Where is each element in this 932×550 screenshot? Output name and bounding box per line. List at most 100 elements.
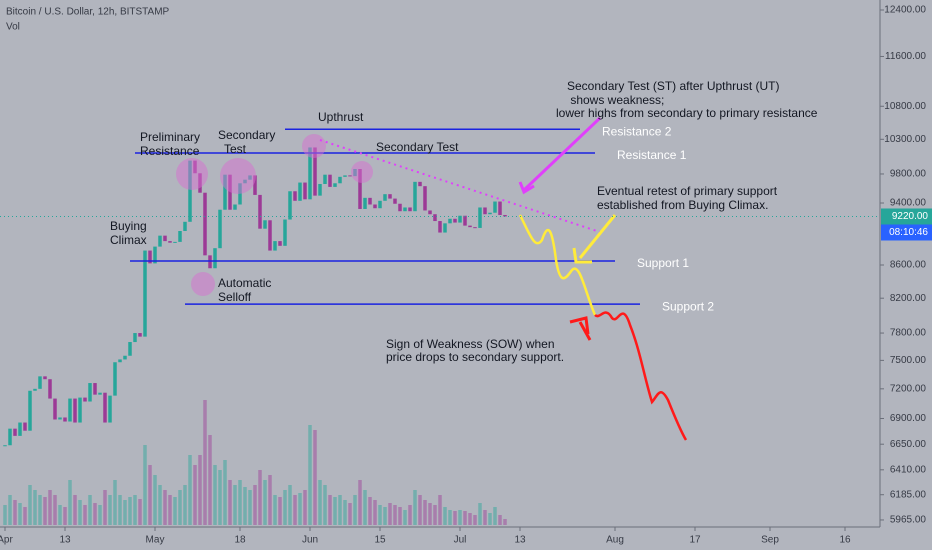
x-tick-label: Sep [761,535,779,546]
candle [58,417,62,420]
candle [493,201,497,213]
candle [328,174,332,187]
candle [348,175,352,177]
volume-bar [463,511,467,525]
volume-bar [488,513,492,525]
annotation: Buying [110,219,147,233]
candle [298,182,302,201]
volume-bar [318,480,322,525]
volume-bar [343,500,347,525]
volume-bar [173,497,177,525]
candle [448,218,452,224]
annotation: shows weakness; [567,93,664,107]
volume-bar [453,511,457,525]
y-tick-label: 9400.00 [890,198,927,209]
candle [503,214,507,217]
candle [218,209,222,249]
volume-bar [333,497,337,525]
y-tick-label: 7500.00 [890,355,927,366]
candle [368,197,372,205]
volume-bar [73,495,77,525]
x-tick-label: May [146,535,165,546]
volume-bar [313,430,317,525]
volume-bar [208,435,212,525]
highlight-circle [302,134,326,158]
annotation: lower highs from secondary to primary re… [556,106,818,120]
candle [293,191,297,201]
annotation: Upthrust [318,110,364,124]
volume-bar [93,503,97,525]
volume-bar [108,495,112,525]
volume-bar [458,510,462,525]
candle [273,241,277,251]
volume-bar [398,507,402,525]
volume-bar [438,495,442,525]
volume-bar [503,519,507,525]
candle [403,207,407,212]
candle [73,398,77,423]
volume-bar [148,465,152,525]
volume-bar [243,487,247,525]
volume-bar [218,470,222,525]
volume-bar [18,503,22,525]
volume-bar [303,490,307,525]
candle [153,246,157,264]
candle [278,241,282,246]
y-tick-label: 8600.00 [890,260,927,271]
projection-path [518,214,597,316]
volume-bar [58,505,62,525]
volume-bar [53,495,57,525]
annotation: Secondary Test (ST) after Upthrust (UT) [567,79,780,93]
volume-bar [493,507,497,525]
y-tick-label: 6410.00 [890,464,927,475]
annotation-shapes [176,116,688,441]
candle [288,191,292,220]
candle [148,250,152,264]
candle [423,186,427,211]
volume-bar [348,503,352,525]
annotation: Sign of Weakness (SOW) when [386,337,555,351]
volume-bar [353,495,357,525]
candle [453,218,457,223]
arrow-head [518,181,535,195]
annotation: Eventual retest of primary support [597,184,778,198]
candle [378,200,382,209]
candle [123,355,127,360]
candle [8,428,12,446]
level-layer: Resistance 2 Resistance 1 Support 1 Support… [130,124,714,313]
volume-bar [13,500,17,525]
volume-bar [28,485,32,525]
candle [128,342,132,356]
volume-bar [258,470,262,525]
candle [343,175,347,177]
volume-bar [418,495,422,525]
candle [53,398,57,420]
candle [228,174,232,210]
volume-bar [203,400,207,525]
volume-bar [448,510,452,525]
volume-bar [178,490,182,525]
candle [398,203,402,212]
annotation: Selloff [218,290,252,304]
candle [318,184,322,196]
volume-bar [233,485,237,525]
volume-bar [498,515,502,525]
highlight-circle [191,272,215,296]
volume-bar [363,490,367,525]
volume-bar [183,485,187,525]
volume-bar [478,503,482,525]
volume-bar [238,480,242,525]
candle [13,428,17,436]
highlight-circle [351,161,373,183]
x-tick-label: Apr [0,535,13,546]
volume-bar [228,480,232,525]
x-tick-label: 13 [514,535,526,546]
candle [373,204,377,209]
volume-bar [3,505,7,525]
candle [163,235,167,242]
volume-bar [23,507,27,525]
x-tick-label: Jul [454,535,467,546]
annotation-texts: Secondary Test (ST) after Upthrust (UT) … [110,79,818,364]
y-tick-label: 10800.00 [884,101,926,112]
y-tick-label: 11600.00 [885,51,926,62]
